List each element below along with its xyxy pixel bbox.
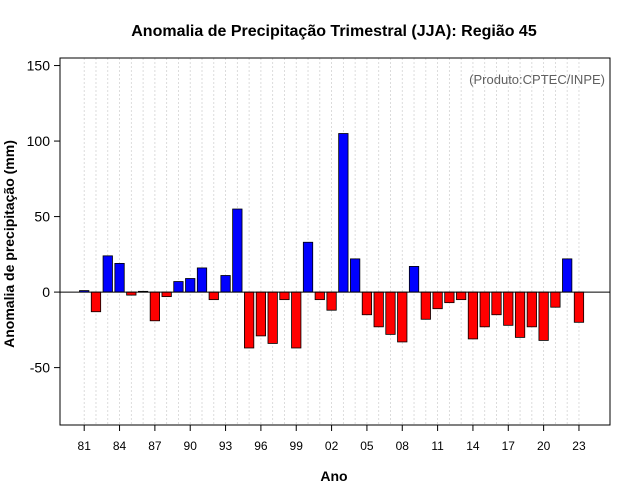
x-tick-label: 17 [502,439,516,453]
x-tick-label: 23 [572,439,586,453]
x-tick-label: 02 [325,439,339,453]
bar-2009 [408,266,420,293]
bar-2015 [479,291,490,328]
bar-1995 [244,291,255,349]
bars-group [79,133,585,349]
x-tick-label: 20 [537,439,551,453]
x-axis-label: Ano [320,468,347,484]
bar-2021 [550,291,561,308]
x-tick-label: 11 [431,439,444,453]
bar-2004 [350,258,361,293]
x-tick-label: 08 [396,439,410,453]
x-tick-label: 84 [113,439,127,453]
y-tick-label: 100 [27,133,51,149]
plot-frame [59,57,611,426]
bar-2018 [514,291,526,338]
x-tick-label: 87 [148,439,162,453]
bar-2020 [538,291,549,341]
bar-2002 [326,291,337,311]
y-tick-label: 0 [42,284,50,300]
bar-1984 [114,262,125,293]
bar-2019 [526,291,537,328]
bar-2000 [302,241,314,293]
bar-2005 [361,291,373,316]
x-tick-label: 99 [290,439,304,453]
bar-2011 [432,291,443,310]
bar-2006 [373,291,384,328]
y-axis: -50 0 50 100 150 [27,58,60,376]
bar-1994 [232,208,243,293]
bar-1989 [173,281,184,293]
x-tick-label: 81 [78,439,92,453]
chart-title: Anomalia de Precipitação Trimestral (JJA… [131,23,537,40]
y-tick-label: 150 [27,58,51,74]
bar-1998 [279,291,290,301]
bar-1997 [267,291,278,344]
x-tick-label: 96 [254,439,268,453]
y-tick-label: 50 [34,209,50,225]
x-tick-label: 14 [466,439,480,453]
bar-2016 [491,291,502,316]
bar-1990 [185,278,196,293]
bar-1991 [196,267,208,293]
bar-2008 [397,291,408,343]
x-tick-label: 05 [360,439,374,453]
bar-1988 [161,291,172,298]
bar-2010 [420,291,431,320]
x-axis: 81 84 87 90 93 96 99 02 05 08 11 14 17 20 23 [78,425,586,453]
product-credit: (Produto:CPTEC/INPE) [469,72,605,87]
x-tick-label: 93 [219,439,233,453]
bar-2003 [338,133,349,293]
bar-2023 [573,291,585,323]
bar-1983 [102,255,113,293]
bar-1993 [220,275,231,293]
grid-lines [83,58,580,425]
y-tick-label: -50 [30,360,50,376]
bar-2022 [562,258,573,293]
bar-2014 [467,291,479,340]
bar-1987 [149,291,160,322]
bar-1996 [255,291,267,337]
bar-1992 [208,291,219,301]
x-tick-label: 90 [184,439,198,453]
y-axis-label: Anomalia de precipitação (mm) [1,140,17,348]
bar-2013 [456,291,467,301]
bar-2001 [314,291,325,301]
bar-1999 [291,291,302,349]
bar-2012 [444,291,455,304]
bar-2007 [385,291,396,335]
bar-2017 [503,291,514,326]
bar-1982 [90,291,102,313]
